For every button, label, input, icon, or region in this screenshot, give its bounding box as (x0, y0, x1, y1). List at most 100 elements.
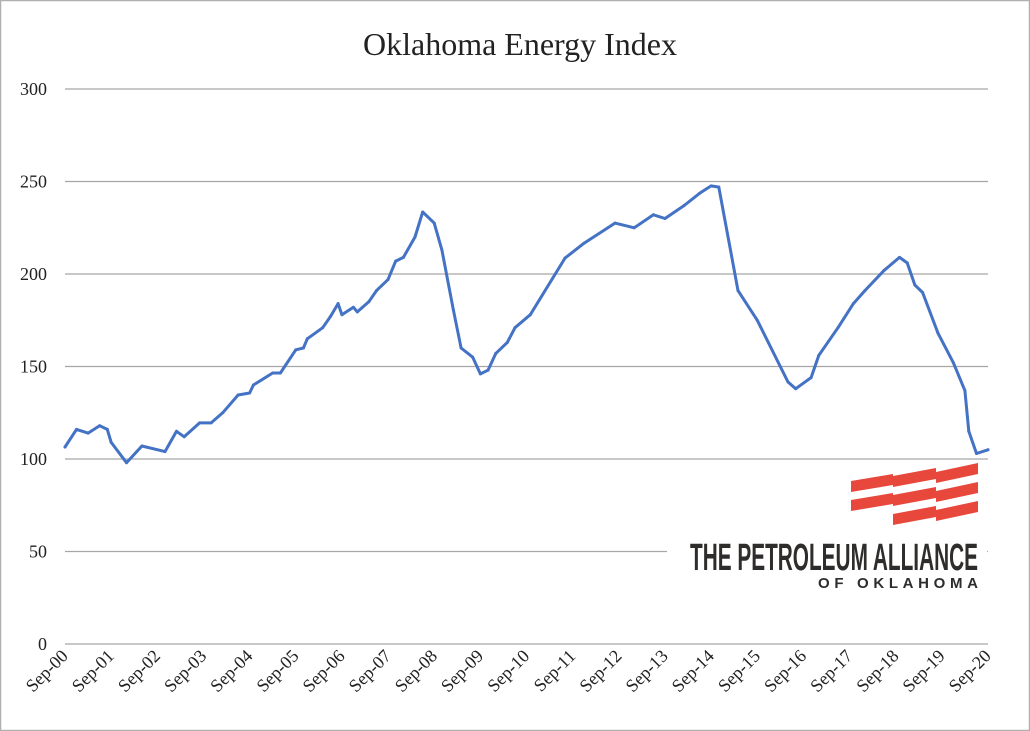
series-line (63, 184, 990, 465)
series (63, 184, 990, 465)
data-point (301, 346, 305, 350)
data-point (459, 346, 463, 350)
data-point (413, 235, 417, 239)
y-tick-label: 250 (20, 172, 47, 192)
data-point (698, 191, 702, 195)
data-point (340, 313, 344, 317)
data-point (451, 308, 455, 312)
data-point (613, 221, 617, 225)
data-point (367, 300, 371, 304)
chart-title: Oklahoma Energy Index (363, 26, 677, 62)
data-point (717, 185, 721, 189)
data-point (221, 411, 225, 415)
logo-stripe (851, 493, 893, 511)
logo-stripe (936, 463, 978, 483)
data-point (736, 289, 740, 293)
logo-backdrop (667, 462, 987, 592)
y-tick-label: 100 (20, 449, 47, 469)
data-point (486, 368, 490, 372)
data-point (394, 259, 398, 263)
data-point (401, 255, 405, 259)
logo-stripe (936, 501, 978, 521)
data-point (294, 348, 298, 352)
data-point (86, 431, 90, 435)
data-point (63, 445, 67, 449)
data-point (386, 278, 390, 282)
data-point (817, 353, 821, 357)
data-point (513, 326, 517, 330)
data-point (182, 435, 186, 439)
y-tick-label: 50 (29, 542, 47, 562)
data-point (898, 255, 902, 259)
data-point (209, 421, 213, 425)
data-point (328, 315, 332, 319)
data-point (75, 427, 79, 431)
data-point (809, 376, 813, 380)
data-point (794, 387, 798, 391)
logo-stripe (893, 487, 936, 506)
data-point (505, 340, 509, 344)
data-point (651, 213, 655, 217)
logo-stripes-icon (851, 463, 978, 525)
data-point (198, 421, 202, 425)
logo-stripe (936, 482, 978, 502)
data-point (582, 241, 586, 245)
data-point (863, 289, 867, 293)
data-point (963, 389, 967, 393)
data-point (355, 310, 359, 314)
data-point (336, 302, 340, 306)
data-point (882, 268, 886, 272)
data-point (251, 383, 255, 387)
y-tick-label: 0 (38, 634, 47, 654)
data-point (913, 283, 917, 287)
data-point (236, 393, 240, 397)
data-point (632, 226, 636, 230)
data-point (432, 221, 436, 225)
data-point (663, 217, 667, 220)
data-point (563, 256, 567, 260)
data-point (140, 444, 144, 448)
data-point (175, 429, 179, 433)
logo-stripe (851, 474, 893, 492)
data-point (905, 261, 909, 265)
data-point (951, 361, 955, 365)
data-point (986, 448, 990, 452)
data-point (248, 391, 252, 395)
petroleum-alliance-logo: THE PETROLEUM ALLIANCE OF OKLAHOMA (690, 463, 978, 592)
logo-stripe (893, 468, 936, 487)
data-point (351, 305, 355, 309)
data-point (471, 355, 475, 359)
data-point (163, 450, 167, 454)
data-point (321, 326, 325, 330)
data-point (682, 204, 686, 208)
y-tick-label: 300 (20, 79, 47, 99)
data-point (305, 337, 309, 341)
data-point (974, 451, 978, 455)
y-axis-labels: 0 50 100 150 200 250 300 (20, 79, 47, 654)
data-point (921, 291, 925, 294)
data-point (478, 372, 482, 376)
y-tick-label: 200 (20, 264, 47, 284)
data-point (528, 313, 532, 317)
data-point (440, 248, 444, 252)
data-point (109, 440, 113, 444)
data-point (105, 427, 109, 431)
gridlines (65, 88, 988, 645)
data-point (271, 371, 275, 375)
data-point (98, 424, 102, 428)
data-point (278, 371, 282, 375)
data-point (709, 184, 713, 188)
logo-stripe (893, 506, 936, 525)
data-point (494, 352, 498, 356)
data-point (936, 331, 940, 335)
data-point (967, 429, 971, 433)
data-point (375, 289, 379, 293)
data-point (755, 318, 759, 322)
data-point (836, 326, 840, 330)
data-point (125, 461, 129, 465)
logo-line1: THE PETROLEUM ALLIANCE (690, 537, 978, 579)
data-point (421, 210, 425, 214)
data-point (786, 380, 790, 384)
